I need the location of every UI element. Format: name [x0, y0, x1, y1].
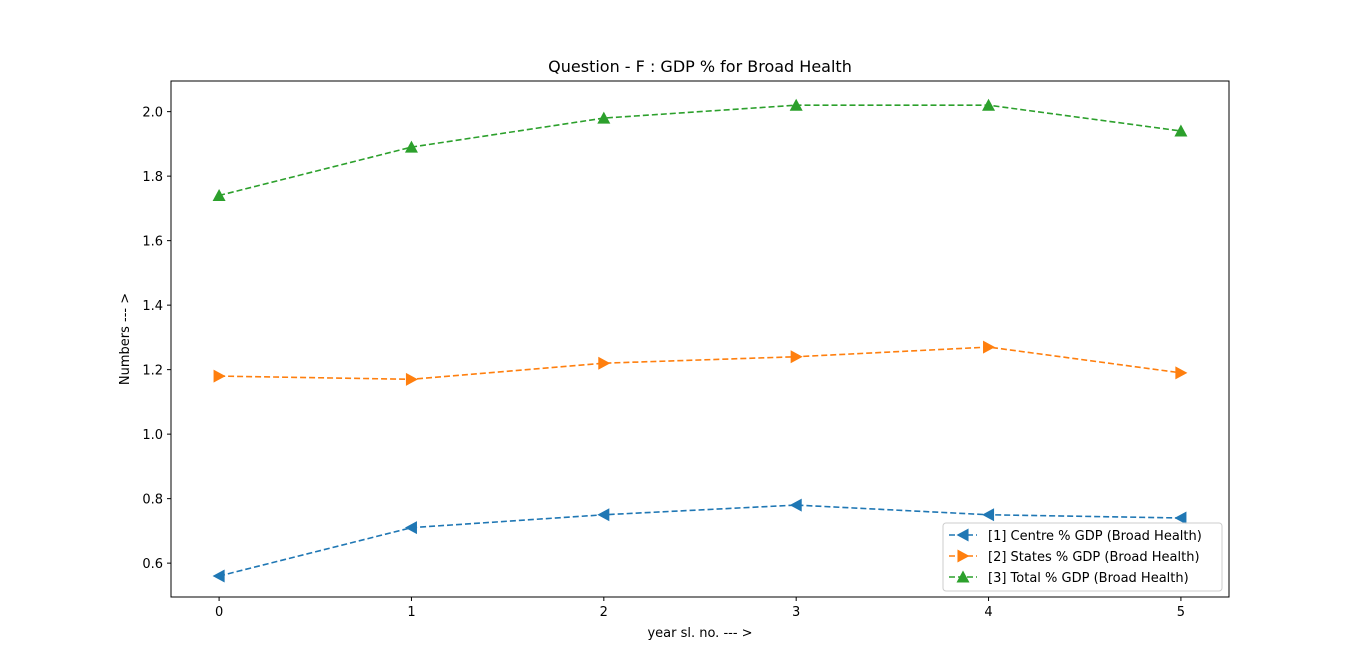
y-tick-label: 1.2 — [142, 364, 163, 379]
data-point — [212, 188, 226, 202]
data-point — [404, 140, 418, 153]
y-tick-label: 1.4 — [142, 299, 163, 314]
y-tick-label: 2.0 — [142, 106, 163, 121]
data-point — [789, 98, 803, 111]
data-point — [1174, 511, 1187, 525]
y-tick-label: 1.6 — [142, 235, 163, 250]
legend-item: [3] Total % GDP (Broad Health) — [949, 570, 1189, 586]
series-1 — [212, 498, 1187, 583]
x-tick-label: 4 — [984, 605, 992, 620]
series-line — [218, 504, 1181, 577]
chart-title: Question - F : GDP % for Broad Health — [548, 57, 852, 76]
x-axis: 0 1 2 3 4 5 — [215, 597, 1185, 620]
y-tick-label: 0.8 — [142, 493, 163, 508]
legend-label: [2] States % GDP (Broad Health) — [988, 550, 1200, 565]
data-point — [982, 98, 996, 111]
data-point — [983, 340, 996, 354]
legend-item: [1] Centre % GDP (Broad Health) — [949, 528, 1202, 544]
y-tick-label: 1.0 — [142, 428, 163, 443]
y-tick-label: 0.6 — [142, 557, 163, 572]
y-tick-label: 1.8 — [142, 170, 163, 185]
legend-marker — [956, 570, 970, 583]
legend-label: [1] Centre % GDP (Broad Health) — [988, 529, 1202, 544]
x-axis-label: year sl. no. --- > — [647, 626, 752, 641]
x-tick-label: 2 — [600, 605, 608, 620]
legend-item: [2] States % GDP (Broad Health) — [949, 549, 1200, 565]
legend-box — [942, 522, 1223, 592]
data-point — [213, 369, 226, 383]
data-point — [790, 350, 803, 364]
series-line — [218, 104, 1182, 197]
legend: [1] Centre % GDP (Broad Health) [2] State… — [942, 522, 1223, 592]
series-layer — [212, 98, 1188, 583]
data-point — [212, 569, 225, 583]
legend-marker — [957, 549, 970, 563]
data-point — [597, 111, 611, 124]
data-point — [982, 508, 995, 522]
data-point — [405, 372, 418, 386]
data-point — [789, 498, 802, 512]
legend-label: [3] Total % GDP (Broad Health) — [988, 571, 1189, 586]
x-tick-label: 1 — [407, 605, 415, 620]
data-point — [1174, 124, 1188, 137]
series-3 — [212, 98, 1188, 202]
x-tick-label: 5 — [1177, 605, 1185, 620]
x-tick-label: 3 — [792, 605, 800, 620]
data-point — [1175, 366, 1188, 380]
series-line — [219, 346, 1182, 381]
data-point — [597, 508, 610, 522]
data-point — [598, 356, 611, 370]
y-axis-label: Numbers --- > — [118, 293, 133, 385]
plot-area-frame — [170, 80, 1230, 598]
y-axis: 0.6 0.8 1.0 1.2 1.4 1.6 1.8 2.0 — [142, 106, 171, 572]
x-tick-label: 0 — [215, 605, 223, 620]
data-point — [404, 521, 417, 535]
legend-marker — [956, 528, 969, 542]
series-2 — [213, 340, 1188, 386]
